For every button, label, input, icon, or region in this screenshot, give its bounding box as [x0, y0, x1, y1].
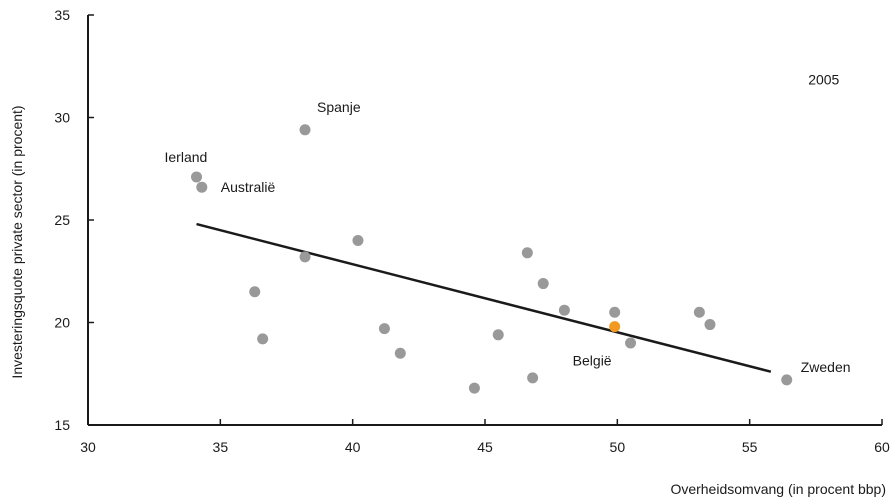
point-label: Zweden	[801, 359, 851, 375]
point-label: Spanje	[317, 99, 361, 115]
x-tick-label: 40	[345, 439, 361, 455]
data-point	[299, 124, 311, 136]
highlight-point	[609, 321, 621, 333]
y-tick-label: 35	[54, 7, 70, 23]
data-point	[249, 286, 261, 298]
y-tick-label: 30	[54, 110, 70, 126]
y-axis-title: Investeringsquote private sector (in pro…	[9, 105, 25, 378]
point-label: Ierland	[165, 149, 208, 165]
data-point	[378, 323, 390, 335]
data-point	[704, 319, 716, 331]
data-point	[693, 306, 705, 318]
data-point	[781, 374, 793, 386]
x-tick-label: 45	[477, 439, 493, 455]
data-point	[191, 171, 203, 183]
data-point	[492, 329, 504, 341]
x-tick-label: 35	[213, 439, 229, 455]
data-point	[537, 278, 549, 290]
data-point	[558, 304, 570, 316]
x-axis-title: Overheidsomvang (in procent bbp)	[670, 481, 886, 497]
point-label: België	[573, 353, 612, 369]
data-point	[527, 372, 539, 384]
data-point	[609, 306, 621, 318]
data-point	[394, 347, 406, 359]
axes: 30 35 40 45 50 55 60 15 20 25 30 35	[54, 7, 890, 455]
point-labels: Ierland Australië Spanje België Zweden 2005	[165, 72, 851, 375]
data-point	[196, 181, 208, 193]
y-tick-label: 25	[54, 212, 70, 228]
data-point	[521, 247, 533, 259]
x-tick-label: 50	[610, 439, 626, 455]
data-point	[352, 235, 364, 246]
year-annotation: 2005	[808, 72, 839, 88]
x-tick-label: 55	[742, 439, 758, 455]
y-tick-label: 20	[54, 315, 70, 331]
data-point	[257, 333, 269, 345]
trend-line	[196, 222, 772, 373]
trendline-group	[196, 222, 772, 373]
data-point	[299, 251, 311, 263]
data-point	[625, 337, 637, 349]
x-tick-label: 30	[80, 439, 96, 455]
data-point	[468, 382, 480, 394]
data-points	[191, 124, 793, 394]
point-label: Australië	[221, 179, 276, 195]
x-tick-label: 60	[874, 439, 890, 455]
y-tick-label: 15	[54, 417, 70, 433]
